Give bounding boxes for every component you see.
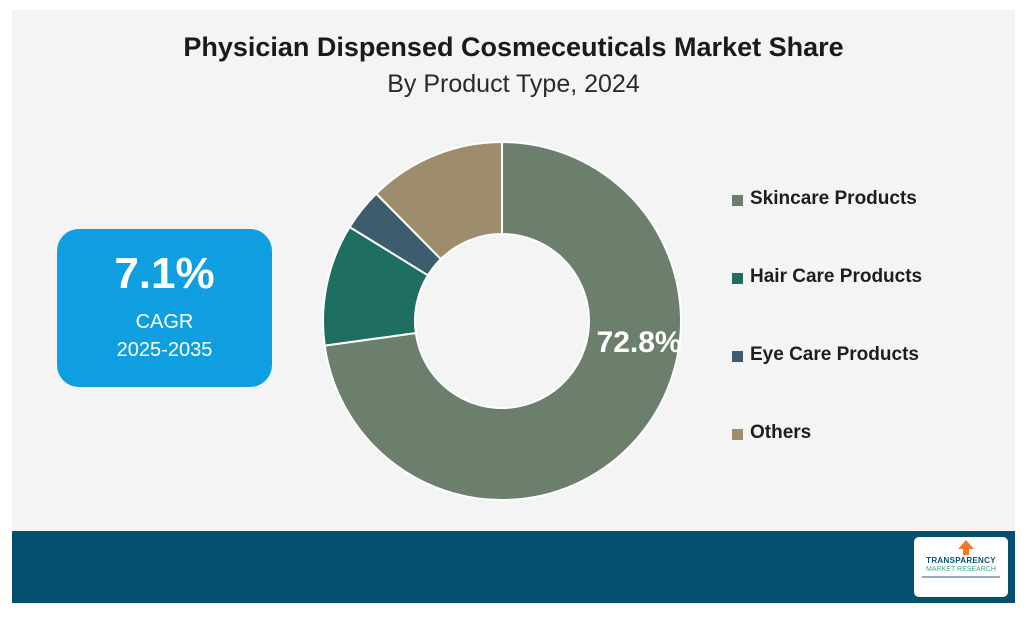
- chart-subtitle: By Product Type, 2024: [387, 70, 640, 98]
- logo-text-line2: MARKET RESEARCH: [926, 566, 996, 573]
- footer-bar: TRANSPARENCY MARKET RESEARCH: [12, 531, 1015, 603]
- company-logo: TRANSPARENCY MARKET RESEARCH: [914, 537, 1008, 597]
- chart-card: Physician Dispensed Cosmeceuticals Marke…: [12, 10, 1015, 603]
- legend-label: Skincare Products: [750, 188, 917, 209]
- legend-swatch: [732, 429, 743, 440]
- logo-text-line1: TRANSPARENCY: [926, 556, 996, 565]
- logo-divider: [922, 576, 1000, 578]
- donut-slice-others: [374, 140, 503, 261]
- logo-arrow-icon: [958, 540, 974, 555]
- legend-label: Hair Care Products: [750, 266, 923, 287]
- cagr-badge: 7.1% CAGR 2025-2035: [57, 229, 272, 387]
- legend-swatch: [732, 195, 743, 206]
- cagr-years: 2025-2035: [116, 339, 213, 361]
- legend-label: Eye Care Products: [750, 344, 919, 365]
- data-label-skincare-products: 72.8%: [597, 326, 682, 359]
- chart-title: Physician Dispensed Cosmeceuticals Marke…: [183, 32, 844, 62]
- cagr-label: CAGR: [135, 311, 194, 333]
- legend-swatch: [732, 273, 743, 284]
- donut-slice-skincare-products: [323, 140, 682, 501]
- legend-swatch: [732, 351, 743, 362]
- donut-chart: 72.8%: [322, 140, 682, 501]
- cagr-value: 7.1%: [114, 249, 215, 298]
- legend-label: Others: [750, 422, 812, 443]
